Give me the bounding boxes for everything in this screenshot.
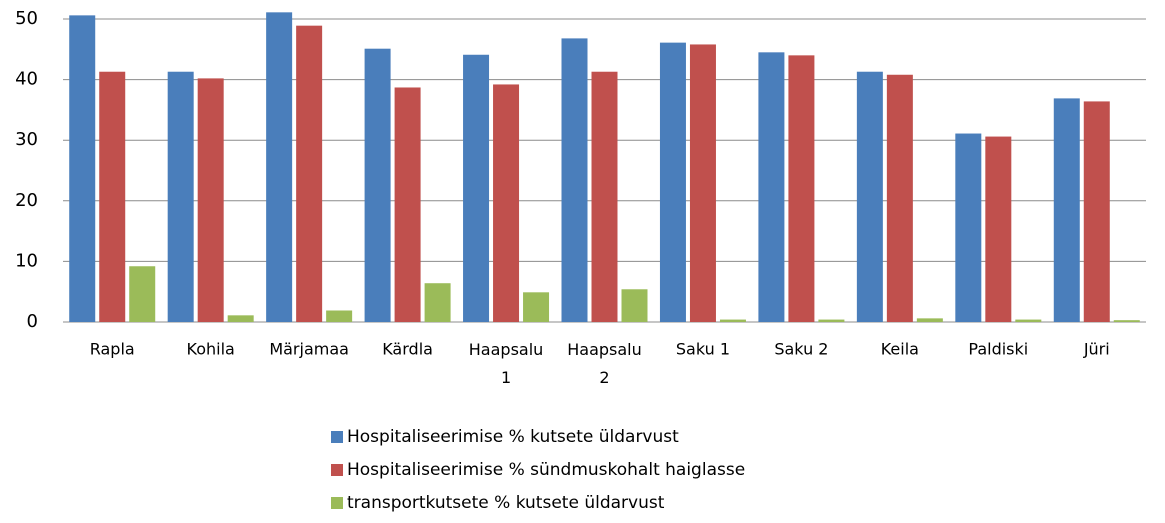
- y-tick-label: 20: [15, 190, 38, 211]
- x-tick-label: Kohila: [187, 340, 235, 359]
- bar: [99, 71, 126, 322]
- bar: [719, 319, 746, 322]
- bar: [493, 84, 520, 322]
- y-tick-label: 30: [15, 129, 38, 150]
- bar: [659, 42, 686, 322]
- bar: [1113, 320, 1140, 322]
- legend-label: transportkutsete % kutsete üldarvust: [347, 493, 665, 513]
- x-tick-label: Rapla: [90, 340, 135, 359]
- bar: [1015, 319, 1042, 322]
- legend-swatch: [331, 464, 343, 476]
- bar: [129, 266, 156, 322]
- bar: [818, 319, 845, 322]
- bar: [326, 310, 353, 322]
- bar: [266, 12, 293, 323]
- legend-label: Hospitaliseerimise % kutsete üldarvust: [347, 427, 679, 447]
- bar: [955, 133, 982, 322]
- bar: [197, 78, 224, 322]
- bar: [621, 289, 648, 322]
- bar: [886, 74, 913, 322]
- x-tick-label: Jüri: [1083, 340, 1110, 359]
- bar: [689, 44, 716, 323]
- bar: [916, 318, 943, 322]
- bar: [296, 25, 323, 322]
- legend-swatch: [331, 497, 343, 509]
- bar: [856, 71, 883, 322]
- bar: [394, 87, 421, 322]
- x-tick-label: Keila: [881, 340, 919, 359]
- bar: [985, 136, 1012, 322]
- bar: [364, 48, 391, 322]
- x-tick-label: Haapsalu 1: [469, 340, 544, 387]
- x-tick-label: Kärdla: [382, 340, 433, 359]
- x-tick-label: Märjamaa: [269, 340, 349, 359]
- bar: [1053, 98, 1080, 322]
- y-tick-label: 10: [15, 250, 38, 271]
- bar: [463, 54, 490, 323]
- bar: [167, 71, 194, 322]
- bar: [758, 52, 785, 323]
- bar: [591, 71, 618, 322]
- y-tick-label: 40: [15, 69, 38, 90]
- y-tick-label: 50: [15, 8, 38, 29]
- bar: [561, 38, 588, 322]
- bar: [424, 283, 451, 322]
- x-tick-label: Saku 1: [676, 340, 730, 359]
- bar: [227, 315, 254, 322]
- bar: [523, 292, 550, 322]
- legend-label: Hospitaliseerimise % sündmuskohalt haigl…: [347, 460, 745, 480]
- y-tick-label: 0: [27, 311, 38, 332]
- x-tick-label: Saku 2: [774, 340, 828, 359]
- bar: [788, 55, 815, 323]
- legend-swatch: [331, 431, 343, 443]
- x-tick-label: Haapsalu 2: [567, 340, 642, 387]
- bar: [69, 15, 96, 322]
- bar: [1083, 101, 1110, 322]
- x-tick-label: Paldiski: [968, 340, 1028, 359]
